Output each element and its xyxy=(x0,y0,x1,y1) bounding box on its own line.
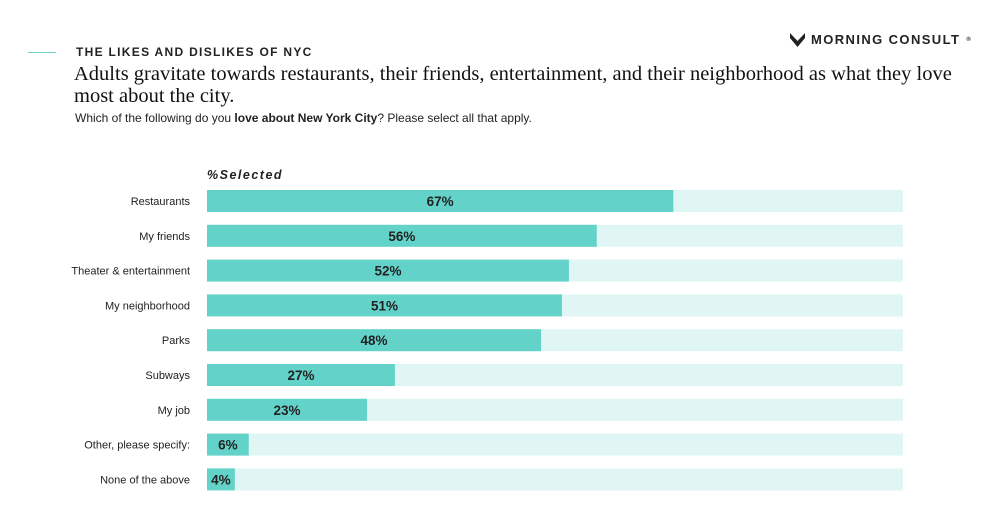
bar-track xyxy=(207,433,903,456)
data-label: 4% xyxy=(211,472,231,487)
category-label: My job xyxy=(158,405,190,417)
bar-track xyxy=(207,398,903,421)
data-label: 48% xyxy=(361,333,388,348)
category-label: Theater & entertainment xyxy=(71,266,190,278)
category-label: My friends xyxy=(139,231,190,243)
brand-name: MORNING CONSULT xyxy=(811,32,961,47)
bar xyxy=(207,190,674,212)
bar xyxy=(207,364,395,386)
subtitle: Which of the following do you love about… xyxy=(75,111,532,125)
category-label: Restaurants xyxy=(131,196,191,208)
data-label: 6% xyxy=(218,438,238,453)
data-label: 67% xyxy=(427,194,454,209)
subtitle-text: Which of the following do you xyxy=(75,111,235,125)
bar xyxy=(207,294,562,317)
bar xyxy=(207,433,249,456)
data-label: 51% xyxy=(371,298,398,313)
bar xyxy=(207,224,597,247)
brand-mark: ® xyxy=(966,36,973,43)
bar xyxy=(207,468,235,491)
bar xyxy=(207,259,569,282)
headline: Adults gravitate towards restaurants, th… xyxy=(74,63,952,107)
category-label: Subways xyxy=(145,370,190,382)
category-label: Parks xyxy=(162,335,191,347)
series-label: %Selected xyxy=(207,168,284,182)
accent-line xyxy=(28,52,56,53)
bar xyxy=(207,398,368,421)
morning-consult-logo-icon xyxy=(790,32,805,47)
data-label: 27% xyxy=(287,368,314,383)
subtitle-text-end: ? Please select all that apply. xyxy=(377,111,532,125)
bar xyxy=(207,329,542,352)
kicker: THE LIKES AND DISLIKES OF NYC xyxy=(76,45,313,59)
data-label: 52% xyxy=(374,264,401,279)
brand-logo: MORNING CONSULT ® xyxy=(790,32,972,47)
category-label: Other, please specify: xyxy=(84,440,190,452)
subtitle-emphasis: love about New York City xyxy=(234,111,378,125)
bar-track xyxy=(207,468,903,491)
data-label: 23% xyxy=(274,403,301,418)
data-label: 56% xyxy=(388,229,415,244)
category-label: My neighborhood xyxy=(105,300,190,312)
category-label: None of the above xyxy=(100,474,190,486)
